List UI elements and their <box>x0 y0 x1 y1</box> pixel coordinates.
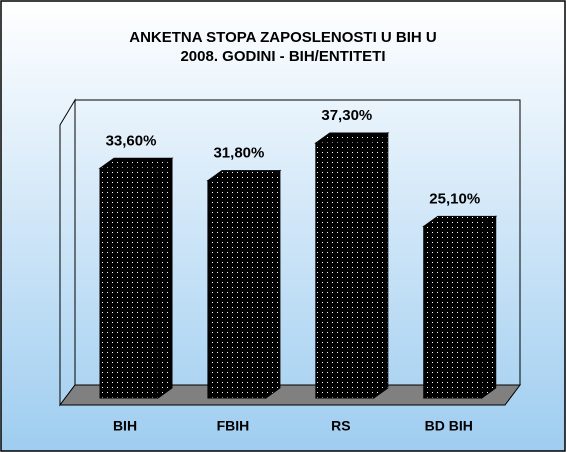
floor <box>59 384 521 406</box>
bar-side <box>481 215 497 399</box>
value-label: 33,60% <box>106 132 157 149</box>
bar-side <box>373 132 389 399</box>
bar <box>423 225 483 399</box>
bar <box>207 180 267 399</box>
bar <box>99 167 159 399</box>
chart-title: 2008. GODINI - BIH/ENTITETI <box>180 48 385 65</box>
value-label: 31,80% <box>213 145 264 162</box>
bar-side <box>157 157 173 399</box>
chart-title: ANKETNA STOPA ZAPOSLENOSTI U BIH U <box>129 29 437 46</box>
x-tick-label: BD BIH <box>425 418 473 434</box>
value-label: 25,10% <box>429 190 480 207</box>
x-tick-label: RS <box>331 418 350 434</box>
bar <box>315 142 375 399</box>
bar-side <box>265 169 281 399</box>
x-tick-label: FBIH <box>217 418 250 434</box>
value-label: 37,30% <box>321 107 372 124</box>
x-tick-label: BIH <box>113 418 137 434</box>
